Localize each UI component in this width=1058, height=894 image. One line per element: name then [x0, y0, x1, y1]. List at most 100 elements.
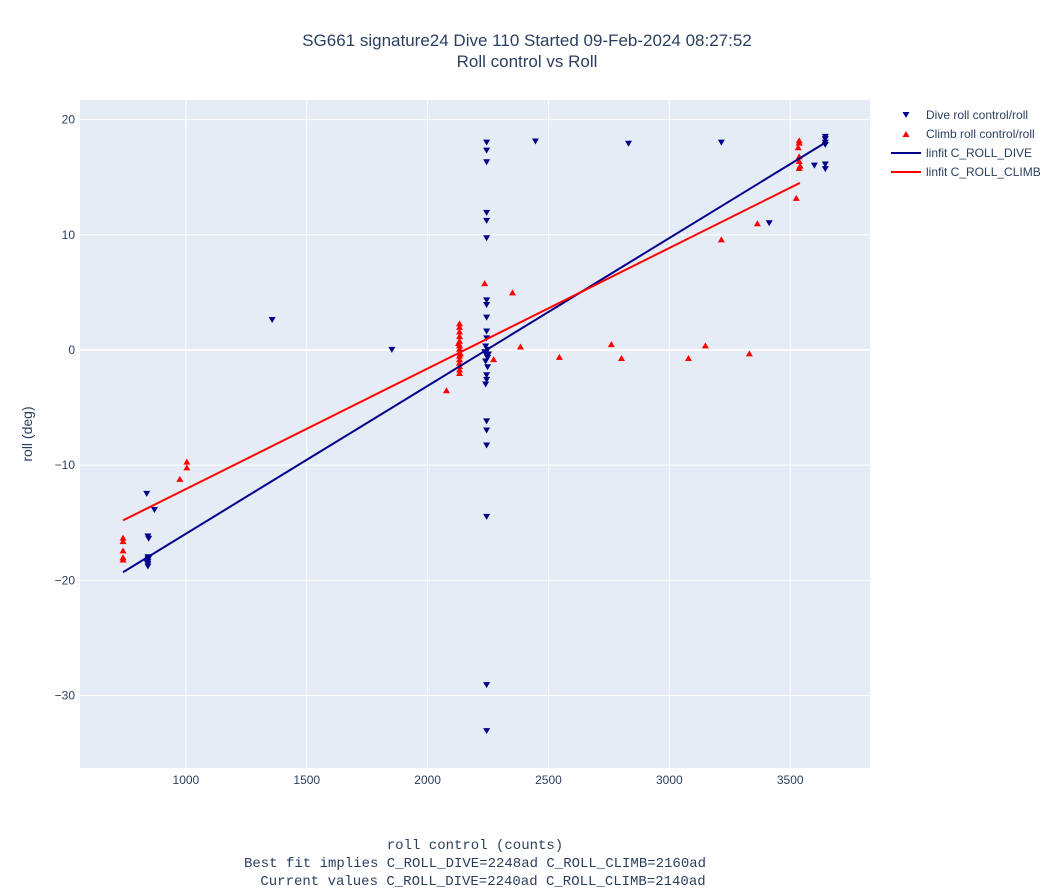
- grid: [80, 100, 870, 768]
- dive-point: [482, 343, 490, 350]
- climb-point: [701, 342, 709, 349]
- x-tick-label: 1000: [173, 773, 200, 787]
- dive-point: [810, 162, 818, 169]
- climb-point: [456, 333, 464, 340]
- dive-point: [145, 535, 153, 542]
- legend: Dive roll control/roll Climb roll control…: [891, 108, 1041, 179]
- dive-point: [483, 682, 491, 689]
- climb-point: [792, 194, 800, 201]
- dive-point: [483, 418, 491, 425]
- climb-point: [617, 354, 625, 361]
- dive-point: [143, 490, 151, 497]
- legend-marker-swatch: [902, 131, 910, 137]
- dive-point: [821, 161, 829, 168]
- climb-point: [490, 356, 498, 363]
- climb-point: [442, 387, 450, 394]
- x-tick-label: 2500: [535, 773, 562, 787]
- y-tick-label: 20: [62, 113, 76, 127]
- climb-point: [555, 353, 563, 360]
- legend-entry-label: linfit C_ROLL_CLIMB: [926, 165, 1041, 179]
- climb-point: [481, 280, 489, 287]
- y-axis-label: roll (deg): [19, 406, 35, 461]
- climb-point: [795, 164, 803, 171]
- axis-ticks: 1000 1500 2000 2500 3000 3500 20 10 0 −10 −20 −30: [55, 113, 804, 787]
- chart-subtitle: Roll control vs Roll: [457, 52, 598, 71]
- y-tick-label: 10: [62, 228, 76, 242]
- dive-point: [483, 302, 491, 309]
- legend-entry-label: Dive roll control/roll: [926, 108, 1028, 122]
- dive-point: [483, 147, 491, 154]
- legend-entry-label: Climb roll control/roll: [926, 127, 1035, 141]
- climb-point: [456, 356, 464, 363]
- dive-point: [483, 728, 491, 735]
- dive-point: [483, 372, 491, 379]
- climb-point: [456, 323, 464, 330]
- fit-line-3: [122, 182, 801, 522]
- x-tick-label: 2000: [414, 773, 441, 787]
- dive-point: [531, 138, 539, 145]
- climb-point: [456, 328, 464, 335]
- y-tick-label: 0: [68, 343, 75, 357]
- climb-point: [794, 144, 802, 151]
- dive-point: [483, 376, 491, 383]
- climb-point: [753, 220, 761, 227]
- y-tick-label: −10: [55, 458, 76, 472]
- dive-point: [483, 513, 491, 520]
- climb-point: [508, 289, 516, 296]
- dive-point: [483, 314, 491, 321]
- climb-point: [456, 369, 464, 376]
- plot-area: [80, 100, 870, 768]
- dive-point: [483, 139, 491, 146]
- dive-point: [483, 328, 491, 335]
- footer-best-fit: Best fit implies C_ROLL_DIVE=2248ad C_RO…: [244, 856, 706, 872]
- climb-point: [607, 341, 615, 348]
- climb-point: [183, 464, 191, 471]
- dive-point: [483, 159, 491, 166]
- climb-point: [456, 366, 464, 373]
- dive-point: [765, 220, 773, 227]
- climb-point: [119, 547, 127, 554]
- climb-point: [516, 343, 524, 350]
- climb-point: [183, 458, 191, 465]
- dive-point: [482, 381, 490, 388]
- x-tick-label: 3000: [656, 773, 683, 787]
- dive-point: [483, 217, 491, 224]
- dive-point: [483, 427, 491, 434]
- climb-point: [119, 534, 127, 541]
- dive-point: [485, 351, 493, 358]
- dive-point: [483, 209, 491, 216]
- legend-marker-swatch: [902, 112, 910, 118]
- y-tick-label: −20: [55, 573, 76, 587]
- data-marks: [119, 133, 829, 735]
- x-axis-label: roll control (counts): [387, 838, 563, 854]
- dive-point: [484, 354, 492, 361]
- dive-point: [268, 316, 276, 323]
- footer-current-values: Current values C_ROLL_DIVE=2240ad C_ROLL…: [260, 874, 705, 890]
- x-tick-label: 3500: [777, 773, 804, 787]
- dive-point: [484, 364, 492, 371]
- climb-point: [456, 359, 464, 366]
- legend-entry-label: linfit C_ROLL_DIVE: [926, 146, 1032, 160]
- dive-point: [483, 235, 491, 242]
- climb-point: [456, 320, 464, 327]
- dive-point: [482, 358, 490, 365]
- fit-line-2: [122, 140, 828, 574]
- climb-point: [717, 236, 725, 243]
- dive-point: [144, 563, 152, 570]
- dive-point: [483, 442, 491, 449]
- dive-point: [150, 507, 158, 514]
- x-tick-label: 1500: [293, 773, 320, 787]
- climb-point: [456, 345, 464, 352]
- climb-point: [455, 340, 463, 347]
- climb-point: [795, 139, 803, 146]
- climb-point: [119, 556, 127, 563]
- y-tick-label: −30: [55, 688, 76, 702]
- dive-point: [483, 297, 491, 304]
- climb-point: [795, 158, 803, 165]
- climb-point: [684, 354, 692, 361]
- climb-point: [176, 475, 184, 482]
- climb-point: [119, 538, 127, 545]
- climb-point: [745, 350, 753, 357]
- dive-point: [717, 139, 725, 146]
